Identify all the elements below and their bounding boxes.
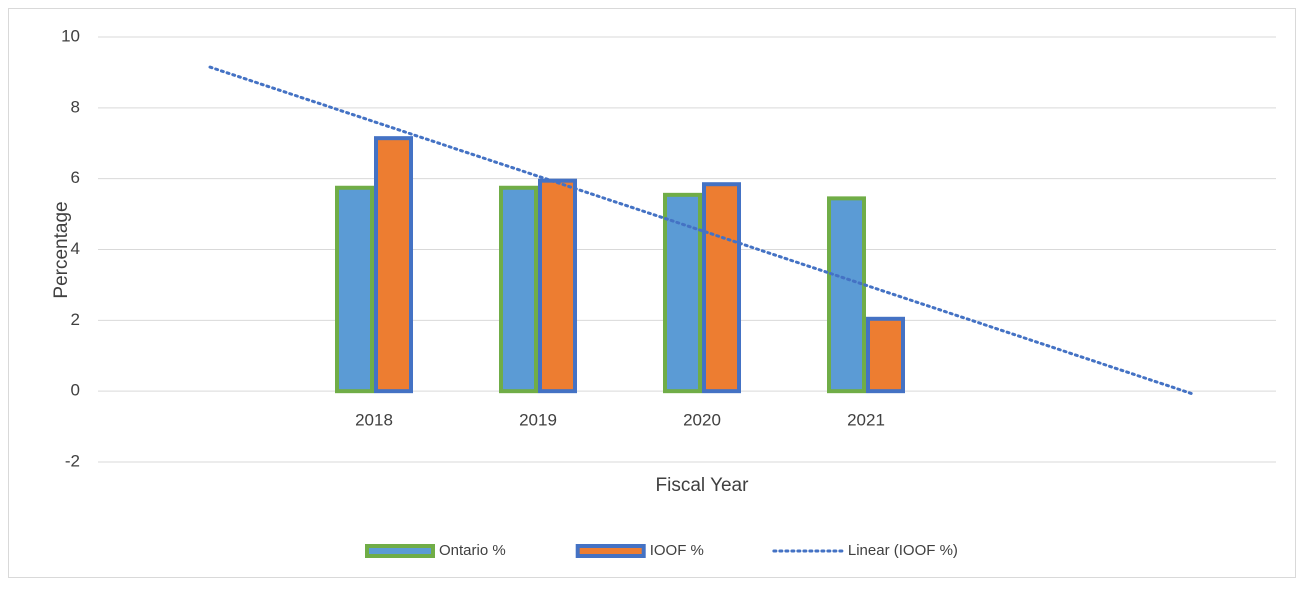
bar — [538, 178, 577, 394]
x-tick-label: 2020 — [683, 410, 721, 429]
legend-item: IOOF % — [575, 542, 704, 559]
y-tick-label: 6 — [71, 168, 80, 187]
y-tick-label: 10 — [61, 26, 80, 45]
legend-item: Ontario % — [365, 542, 506, 559]
bar — [866, 316, 905, 394]
legend-swatch — [575, 544, 646, 558]
bar — [374, 136, 413, 394]
legend-label: Ontario % — [439, 542, 506, 559]
legend-item: Linear (IOOF %) — [772, 542, 958, 559]
chart-border — [8, 8, 1296, 578]
y-tick-label: 4 — [71, 239, 80, 258]
bar — [499, 185, 538, 394]
bar — [702, 182, 741, 394]
y-tick-label: 8 — [71, 97, 80, 116]
x-axis-title: Fiscal Year — [656, 475, 750, 496]
legend-label: IOOF % — [650, 542, 704, 559]
legend-label: Linear (IOOF %) — [848, 542, 958, 559]
y-tick-label: 2 — [71, 310, 80, 329]
y-tick-label: 0 — [71, 381, 80, 400]
x-tick-label: 2018 — [355, 410, 393, 429]
bar — [335, 185, 374, 394]
y-tick-label: -2 — [65, 451, 80, 470]
bar — [827, 196, 866, 394]
legend-swatch — [365, 544, 435, 558]
y-axis-title: Percentage — [51, 201, 72, 298]
x-tick-label: 2019 — [519, 410, 557, 429]
x-tick-label: 2021 — [847, 410, 885, 429]
trend-line — [208, 65, 1196, 396]
